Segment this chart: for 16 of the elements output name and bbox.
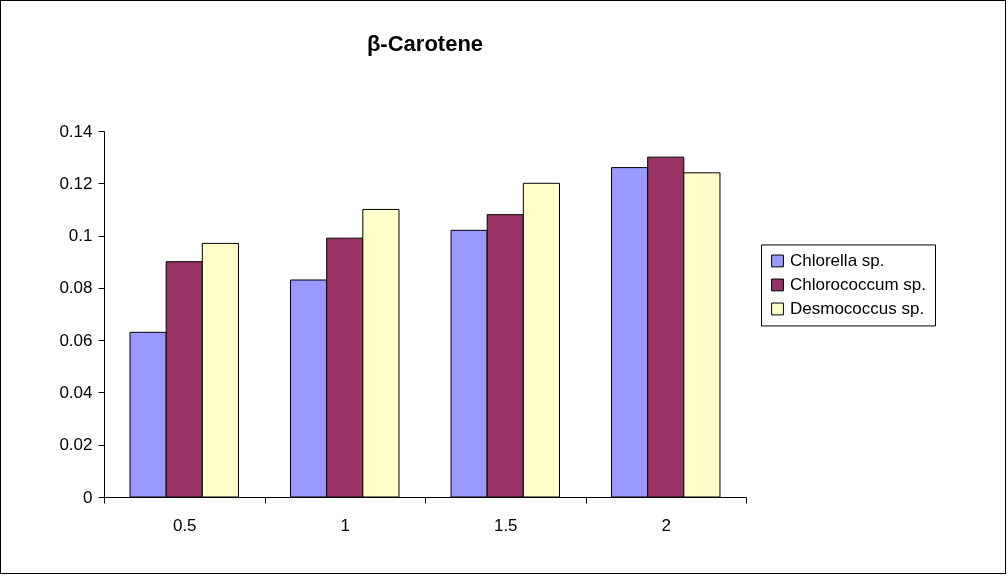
x-tick-label: 0.5 <box>172 515 197 535</box>
y-tick-label: 0 <box>83 487 93 507</box>
y-tick-label: 0.02 <box>59 435 93 455</box>
y-tick-label: 0.06 <box>59 330 93 350</box>
x-tick-label: 2 <box>661 515 671 535</box>
y-tick-label: 0.08 <box>59 278 93 298</box>
y-tick-label: 0.1 <box>68 226 93 246</box>
x-tick-label: 1 <box>340 515 350 535</box>
y-tick-label: 0.12 <box>59 173 93 193</box>
x-tick-label: 1.5 <box>493 515 518 535</box>
legend-label: Chlorella sp. <box>790 250 885 270</box>
legend-label: Desmococcus sp. <box>790 298 925 318</box>
legend-label: Chlorococcum sp. <box>790 274 927 294</box>
chart-title: β-Carotene <box>366 31 484 56</box>
y-tick-label: 0.04 <box>59 382 93 402</box>
y-tick-label: 0.14 <box>59 121 93 141</box>
